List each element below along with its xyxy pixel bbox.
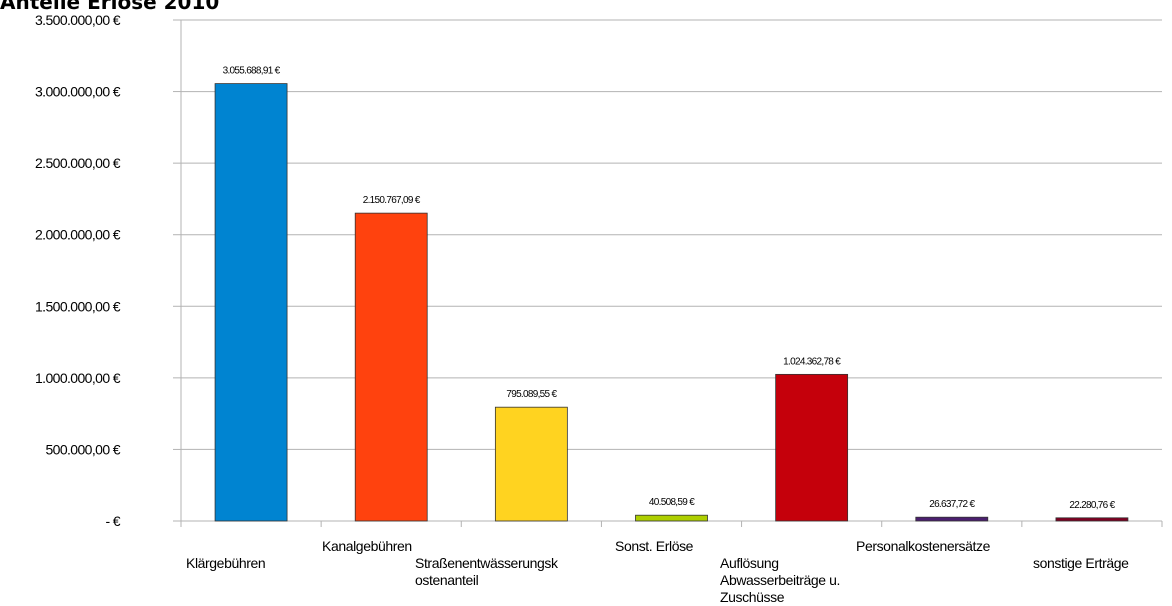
data-label: 3.055.688,91 € bbox=[223, 66, 281, 77]
y-tick-label: 2.500.000,00 € bbox=[35, 155, 121, 171]
bar bbox=[775, 373, 849, 522]
data-label: 22.280,76 € bbox=[1069, 500, 1115, 511]
bar bbox=[915, 516, 989, 522]
bar bbox=[494, 406, 568, 522]
y-tick-label: 3.000.000,00 € bbox=[35, 84, 121, 100]
bar bbox=[354, 212, 428, 522]
y-tick-label: - € bbox=[105, 513, 120, 529]
x-category-label: Abwasserbeiträge u. bbox=[720, 572, 840, 588]
data-label: 1.024.362,78 € bbox=[783, 356, 841, 367]
data-label: 2.150.767,09 € bbox=[363, 195, 421, 206]
data-label: 40.508,59 € bbox=[649, 497, 695, 508]
y-tick-label: 1.000.000,00 € bbox=[35, 370, 121, 386]
x-category-label: Zuschüsse bbox=[720, 589, 785, 605]
x-category-label: Kanalgebühren bbox=[322, 538, 412, 554]
data-label: 795.089,55 € bbox=[506, 389, 557, 400]
x-category-label: Straßenentwässerungsk bbox=[415, 555, 559, 571]
y-tick-label: 2.000.000,00 € bbox=[35, 227, 121, 243]
data-label: 26.637,72 € bbox=[929, 499, 975, 510]
y-tick-label: 3.500.000,00 € bbox=[35, 12, 121, 28]
x-category-label: ostenanteil bbox=[415, 572, 479, 588]
x-category-label: Auflösung bbox=[720, 555, 779, 571]
x-category-label: Sonst. Erlöse bbox=[615, 538, 694, 554]
x-category-label: Personalkostenersätze bbox=[856, 538, 991, 554]
bar bbox=[1055, 517, 1129, 522]
bar bbox=[214, 83, 288, 522]
x-category-label: sonstige Erträge bbox=[1033, 555, 1129, 571]
chart-title: Anteile Erlöse 2010 bbox=[0, 0, 220, 14]
bar bbox=[635, 514, 708, 522]
y-tick-label: 500.000,00 € bbox=[45, 441, 120, 457]
x-category-label: Klärgebühren bbox=[186, 555, 265, 571]
y-tick-label: 1.500.000,00 € bbox=[35, 298, 121, 314]
